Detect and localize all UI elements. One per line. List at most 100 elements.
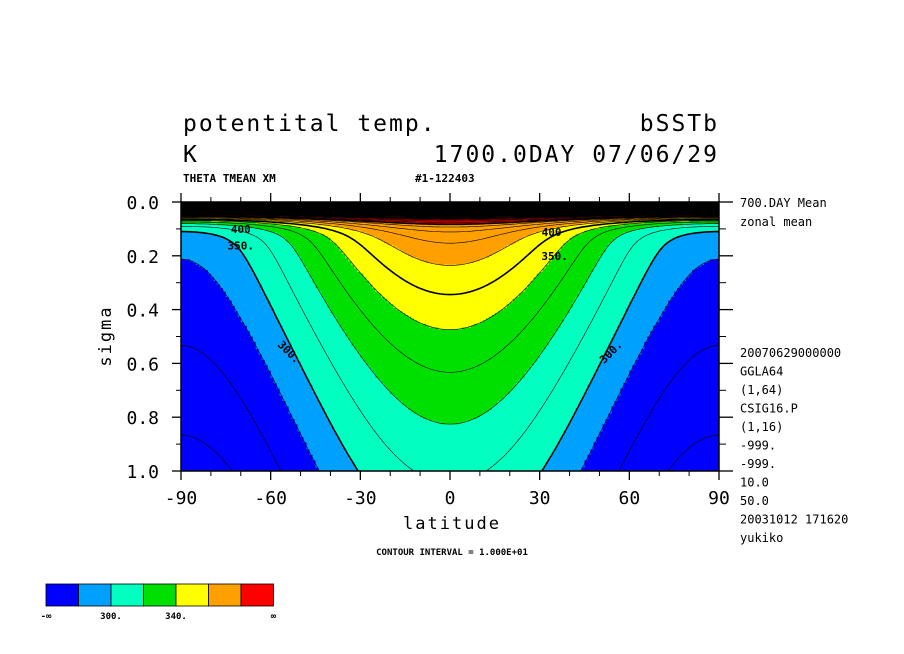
contour-fills [181,202,719,471]
fill-cell [321,225,326,235]
fill-cell [258,284,263,356]
fill-cell [342,227,346,255]
fill-cell [249,202,254,216]
fill-cell [417,322,421,416]
fill-cell [593,266,598,375]
fill-cell [647,227,651,269]
fill-cell [255,223,260,230]
fill-cell [623,383,627,471]
fill-cell [357,352,361,471]
fill-cell [521,202,526,217]
fill-cell [237,221,242,226]
fill-cell [539,219,544,232]
fill-cell [605,227,610,248]
fill-cell [186,223,191,234]
fill-cell [482,223,487,259]
fill-cell [390,221,394,246]
fill-cell [452,329,457,425]
fill-cell [650,216,654,221]
fill-cell [444,329,448,425]
fill-cell [665,225,669,244]
fill-cell [351,230,355,266]
fill-cell [578,202,583,216]
run-id-label: #1-122403 [415,172,475,185]
x-tick-label: -90 [165,488,198,509]
fill-cell [204,232,209,271]
fill-cell [276,214,281,219]
fill-cell [324,225,329,237]
fill-cell [455,264,460,330]
fill-cell [656,227,660,255]
fill-cell [216,225,221,237]
fill-cell [701,264,705,471]
fill-cell [357,219,361,232]
fill-cell [426,223,430,264]
fill-cell [264,297,269,366]
fill-cell [384,243,388,300]
fill-cell [599,255,604,363]
fill-cell [237,202,242,216]
fill-cell [668,300,672,471]
fill-cell [225,202,230,216]
fill-cell [566,241,571,314]
fill-cell [270,218,275,221]
fill-cell [396,202,400,217]
fill-cell [635,223,639,230]
colorbar-swatch [240,583,274,607]
experiment-name: bSSTb [640,111,719,137]
fill-cell [593,218,598,225]
fill-cell [366,365,370,471]
fill-cell [300,202,305,216]
fill-cell [192,232,197,264]
fill-cell [530,365,535,471]
fill-cell [635,291,639,361]
fill-cell [414,257,418,321]
fill-cell [420,261,424,325]
fill-cell [417,218,421,225]
fill-cell [680,221,684,226]
fill-cell [306,379,311,451]
fill-cell [432,262,436,329]
fill-cell [626,202,630,216]
fill-cell [464,327,469,422]
fill-cell [701,223,705,234]
fill-cell [228,300,233,471]
fill-cell [701,232,705,266]
fill-cell [584,392,589,461]
fill-cell [273,232,278,316]
fill-cell [632,230,636,298]
fill-cell [450,329,454,425]
fill-cell [273,218,278,223]
fill-cell [665,243,669,307]
fill-cell [429,420,433,471]
fill-cell [503,246,508,309]
fill-cell [542,230,547,269]
fill-cell [596,202,601,216]
fill-cell [447,264,451,330]
fill-cell [261,202,266,216]
fill-cell [665,221,669,226]
fill-cell [518,221,523,241]
fill-cell [476,218,481,225]
fill-cell [402,404,406,471]
fill-cell [455,329,460,425]
fill-cell [587,384,592,456]
fill-cell [587,454,592,471]
contour-lines [181,208,719,471]
fill-cell [716,223,719,232]
fill-cell [381,383,385,471]
fill-cell [599,431,604,471]
fill-cell [354,219,358,232]
fill-cell [258,202,263,216]
fill-cell [644,202,648,216]
fill-cell [560,227,565,248]
fill-cell [294,252,299,357]
fill-cell [608,343,612,415]
fill-cell [683,223,687,235]
fill-cell [509,202,514,217]
fill-cell [692,232,696,271]
fill-cell [500,202,505,217]
fill-cell [698,232,702,268]
fill-cell [342,219,346,228]
fill-cell [279,395,284,471]
